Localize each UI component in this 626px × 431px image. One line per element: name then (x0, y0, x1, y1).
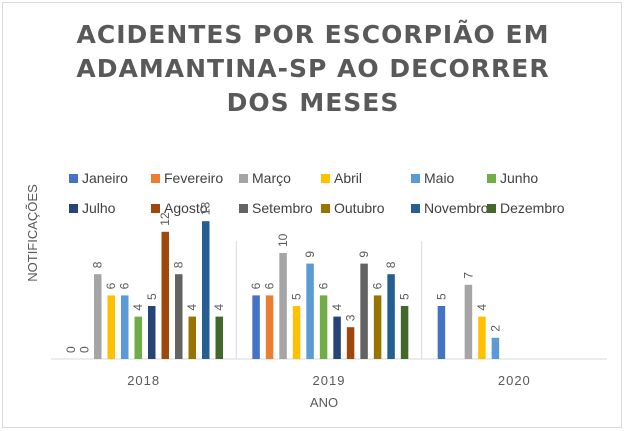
legend-swatch-julho (69, 204, 78, 213)
data-label-2019-novembro: 8 (384, 261, 398, 268)
chart-title: ACIDENTES POR ESCORPIÃO EM ADAMANTINA-SP… (76, 20, 550, 117)
bar-2018-novembro (202, 221, 210, 359)
data-label-2019-fevereiro: 6 (263, 282, 277, 289)
legend-swatch-marco (239, 174, 248, 183)
legend-label-outubro: Outubro (334, 200, 385, 216)
data-label-2019-marco: 10 (276, 233, 290, 247)
y-axis-title: NOTIFICAÇÕES (25, 184, 40, 282)
bar-2019-janeiro (252, 295, 260, 359)
legend-swatch-fevereiro (151, 174, 160, 183)
bar-2019-agosto (346, 327, 355, 359)
data-label-2018-fevereiro: 0 (77, 346, 91, 353)
x-axis-title: ANO (310, 395, 338, 410)
data-label-2018-maio: 6 (118, 282, 132, 289)
legend-label-julho: Julho (82, 200, 116, 216)
data-label-2018-dezembro: 4 (212, 304, 226, 311)
data-label-2019-outubro: 6 (371, 282, 385, 289)
bar-2018-marco (94, 274, 102, 359)
data-label-2019-maio: 9 (303, 251, 317, 258)
chart-title-line-2: ADAMANTINA-SP AO DECORRER (76, 54, 549, 83)
data-label-2019-julho: 4 (330, 304, 344, 311)
bar-2019-setembro (360, 263, 368, 359)
bar-2018-maio (121, 295, 129, 359)
bar-2020-abril (478, 316, 486, 359)
data-label-2019-agosto: 3 (344, 314, 358, 321)
data-label-2020-janeiro: 5 (434, 293, 448, 300)
bar-2020-maio (491, 337, 500, 359)
legend-label-janeiro: Janeiro (82, 170, 128, 186)
data-label-2018-marco: 8 (91, 261, 105, 268)
chart-title-line-3: DOS MESES (227, 88, 400, 117)
bar-2019-junho (319, 295, 328, 359)
data-label-2018-junho: 4 (131, 304, 145, 311)
legend-label-dezembro: Dezembro (500, 200, 565, 216)
legend-swatch-dezembro (487, 204, 496, 213)
bar-2019-novembro (387, 274, 395, 359)
bar-2019-julho (333, 316, 341, 359)
chart-svg: ACIDENTES POR ESCORPIÃO EM ADAMANTINA-SP… (25, 20, 607, 410)
legend-label-junho: Junho (500, 170, 538, 186)
legend-label-maio: Maio (424, 170, 455, 186)
legend-label-novembro: Novembro (424, 200, 489, 216)
x-tick-label-2019: 2019 (313, 373, 346, 388)
bar-2018-julho (148, 306, 156, 359)
data-label-2019-janeiro: 6 (249, 282, 263, 289)
bar-2019-outubro (373, 295, 382, 359)
legend-swatch-setembro (239, 204, 248, 213)
bar-2018-junho (134, 316, 142, 359)
legend-label-fevereiro: Fevereiro (164, 170, 223, 186)
data-label-2019-dezembro: 5 (398, 293, 412, 300)
bar-2018-outubro (188, 316, 196, 359)
x-tick-label-2018: 2018 (127, 373, 160, 388)
legend-label-marco: Março (252, 170, 291, 186)
legend-label-agosto: Agosto (164, 200, 208, 216)
legend-swatch-junho (487, 174, 496, 183)
data-label-2020-marco: 7 (461, 272, 475, 279)
data-label-2018-abril: 6 (104, 282, 118, 289)
legend-label-setembro: Setembro (252, 200, 313, 216)
data-label-2018-julho: 5 (145, 293, 159, 300)
bar-2019-fevereiro (265, 295, 274, 359)
chart-legend: Janeiro Fevereiro Março Abril Maio Junho Julho… (69, 170, 565, 216)
legend-swatch-novembro (411, 204, 420, 213)
bar-2019-abril (292, 306, 301, 359)
data-label-2018-setembro: 8 (172, 261, 186, 268)
bar-2018-abril (107, 295, 115, 359)
legend-swatch-outubro (321, 204, 330, 213)
legend-label-abril: Abril (334, 170, 362, 186)
data-label-2019-abril: 5 (290, 293, 304, 300)
legend-swatch-maio (411, 174, 420, 183)
legend-swatch-janeiro (69, 174, 78, 183)
chart-title-line-1: ACIDENTES POR ESCORPIÃO EM (77, 20, 550, 49)
bar-2020-marco (464, 284, 473, 359)
data-label-2018-agosto: 12 (158, 212, 172, 226)
bar-2020-janeiro (437, 306, 446, 359)
data-label-2020-maio: 2 (488, 325, 502, 332)
chart-frame: ACIDENTES POR ESCORPIÃO EM ADAMANTINA-SP… (2, 2, 622, 428)
bar-2018-dezembro (215, 316, 223, 359)
bar-2019-marco (279, 253, 287, 359)
x-tick-label-2020: 2020 (498, 373, 531, 388)
bar-2018-agosto (161, 231, 169, 359)
bar-2019-maio (306, 263, 314, 359)
bar-2019-dezembro (400, 306, 409, 359)
data-label-2018-outubro: 4 (185, 304, 199, 311)
bar-2018-setembro (175, 274, 183, 359)
legend-swatch-agosto (151, 204, 160, 213)
data-label-2019-setembro: 9 (357, 251, 371, 258)
legend-swatch-abril (321, 174, 330, 183)
data-label-2018-novembro: 13 (199, 202, 213, 216)
data-label-2018-janeiro: 0 (64, 346, 78, 353)
data-label-2020-abril: 4 (475, 304, 489, 311)
data-label-2019-junho: 6 (317, 282, 331, 289)
